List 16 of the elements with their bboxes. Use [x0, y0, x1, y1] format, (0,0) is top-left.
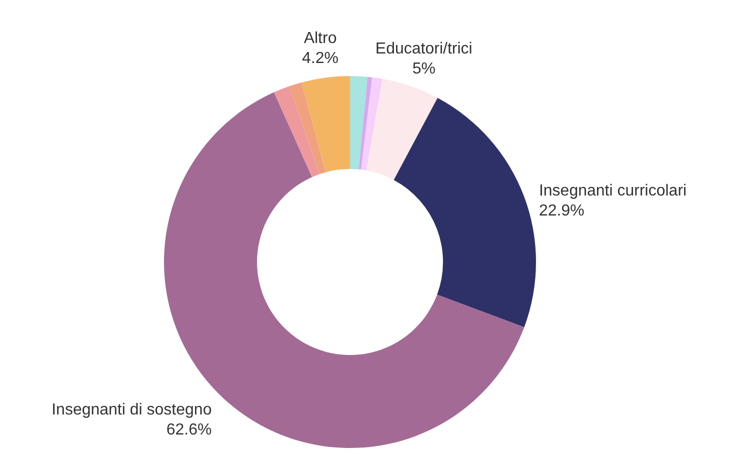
donut-slice: [350, 76, 368, 170]
data-label: 22.9%: [538, 202, 584, 220]
donut-slice: [366, 78, 438, 180]
data-label: 62.6%: [166, 421, 212, 438]
data-label: 5%: [412, 60, 436, 78]
slice-label: Educatori/trici: [375, 40, 472, 58]
slice-label: Insegnanti curricolari: [538, 182, 687, 200]
slice-label: Insegnanti di sostegno: [52, 401, 212, 418]
donut-slice: [394, 98, 536, 328]
donut-slice: [358, 76, 372, 170]
donut-slice: [274, 86, 320, 178]
donut-slice: [361, 77, 383, 170]
data-label: 4.2%: [302, 50, 338, 67]
slice-label: Altro: [304, 30, 337, 47]
donut-slice: [301, 76, 350, 172]
donut-slice: [289, 82, 326, 174]
